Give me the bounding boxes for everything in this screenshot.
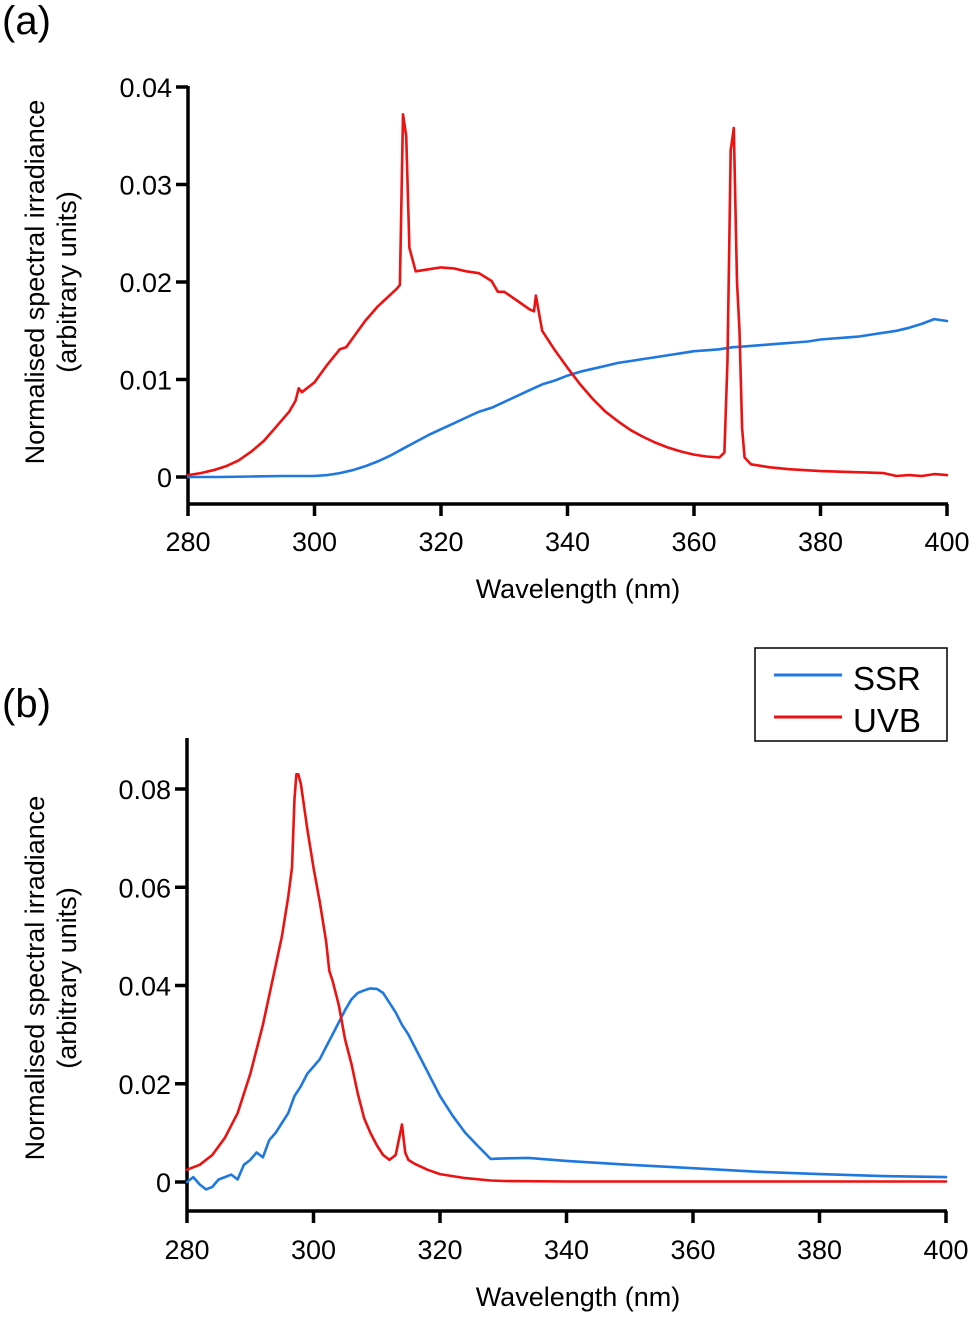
panel-a-y-axis-title-line1: Normalised spectral irradiance (20, 100, 50, 465)
legend-label-ssr: SSR (853, 660, 921, 697)
panel-b-y-axis-title-line1: Normalised spectral irradiance (20, 796, 50, 1161)
y-tick-label: 0.02 (119, 268, 172, 298)
legend-box (754, 647, 948, 742)
x-tick-label: 300 (291, 1235, 336, 1265)
y-tick-label: 0.08 (118, 775, 171, 805)
series-line-uvb (185, 772, 948, 1183)
y-tick-label: 0.02 (118, 1070, 171, 1100)
series-line-uvb (186, 113, 949, 478)
y-tick-label: 0 (157, 463, 172, 493)
x-tick-label: 380 (797, 1235, 842, 1265)
x-tick-label: 360 (670, 1235, 715, 1265)
legend-label-uvb: UVB (853, 702, 921, 739)
series-line-ssr (186, 317, 949, 479)
panel-a-label: (a) (2, 0, 51, 43)
panel-b-y-axis-title-line2: (arbitrary units) (52, 887, 82, 1069)
series-line-ssr (185, 987, 948, 1191)
x-tick-label: 340 (544, 1235, 589, 1265)
y-tick-label: 0 (156, 1168, 171, 1198)
y-tick-label: 0.04 (119, 73, 172, 103)
panel-a-axes: 0 0.01 0.02 0.03 0.04 280 300 320 340 360 380 400 (119, 73, 969, 557)
x-tick-label: 280 (165, 527, 210, 557)
x-tick-label: 320 (418, 527, 463, 557)
x-tick-label: 280 (164, 1235, 209, 1265)
x-tick-label: 400 (924, 527, 969, 557)
x-tick-label: 360 (671, 527, 716, 557)
legend: SSR UVB (754, 647, 948, 742)
panel-a-chart: (a) Normalised spectral irradiance (arbi… (2, 0, 970, 604)
x-tick-label: 340 (545, 527, 590, 557)
panel-b-x-axis-title: Wavelength (nm) (476, 1282, 681, 1312)
panel-a-y-axis-title-line2: (arbitrary units) (52, 191, 82, 373)
y-tick-label: 0.04 (118, 972, 171, 1002)
panel-a-series (186, 113, 949, 479)
x-tick-label: 300 (292, 527, 337, 557)
y-tick-label: 0.06 (118, 873, 171, 903)
panel-b-label: (b) (2, 682, 51, 726)
panel-b-y-axis-title: Normalised spectral irradiance (arbitrar… (20, 796, 82, 1161)
x-tick-label: 400 (923, 1235, 968, 1265)
panel-b-series (185, 772, 948, 1191)
panel-b-chart: (b) Normalised spectral irradiance (arbi… (2, 647, 969, 1312)
x-tick-label: 380 (798, 527, 843, 557)
y-tick-label: 0.01 (119, 366, 172, 396)
panel-a-x-axis-title: Wavelength (nm) (476, 574, 681, 604)
x-tick-label: 320 (417, 1235, 462, 1265)
panel-a-y-axis-title: Normalised spectral irradiance (arbitrar… (20, 100, 82, 465)
panel-b-axes: 0 0.02 0.04 0.06 0.08 280 300 320 340 360 380 400 (118, 738, 969, 1265)
y-tick-label: 0.03 (119, 171, 172, 201)
